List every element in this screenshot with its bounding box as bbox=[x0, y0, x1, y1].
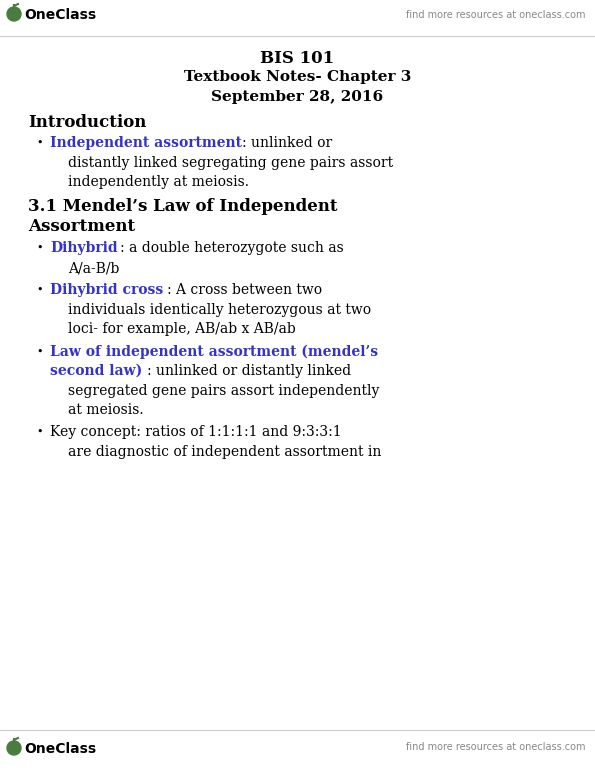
Text: at meiosis.: at meiosis. bbox=[68, 403, 143, 417]
Text: •: • bbox=[36, 243, 42, 253]
Text: A/a-B/b: A/a-B/b bbox=[68, 261, 120, 275]
Circle shape bbox=[7, 741, 21, 755]
Text: independently at meiosis.: independently at meiosis. bbox=[68, 175, 249, 189]
Text: Dihybrid: Dihybrid bbox=[50, 241, 118, 255]
Text: September 28, 2016: September 28, 2016 bbox=[211, 90, 384, 104]
Circle shape bbox=[7, 7, 21, 21]
Text: distantly linked segregating gene pairs assort: distantly linked segregating gene pairs … bbox=[68, 156, 393, 170]
Text: Assortment: Assortment bbox=[28, 218, 135, 235]
Text: OneClass: OneClass bbox=[24, 742, 96, 756]
Text: BIS 101: BIS 101 bbox=[261, 50, 334, 67]
Text: OneClass: OneClass bbox=[24, 8, 96, 22]
Text: find more resources at oneclass.com: find more resources at oneclass.com bbox=[406, 742, 585, 752]
Text: loci- for example, AB/ab x AB/ab: loci- for example, AB/ab x AB/ab bbox=[68, 322, 296, 336]
Text: Independent assortment: Independent assortment bbox=[50, 136, 242, 150]
Text: : unlinked or distantly linked: : unlinked or distantly linked bbox=[147, 364, 351, 378]
Text: Introduction: Introduction bbox=[28, 114, 146, 131]
Text: : a double heterozygote such as: : a double heterozygote such as bbox=[120, 241, 344, 255]
Text: Textbook Notes- Chapter 3: Textbook Notes- Chapter 3 bbox=[184, 70, 411, 84]
Text: : A cross between two: : A cross between two bbox=[167, 283, 322, 297]
Text: •: • bbox=[36, 427, 42, 437]
Text: segregated gene pairs assort independently: segregated gene pairs assort independent… bbox=[68, 384, 380, 398]
Text: Law of independent assortment (mendel’s: Law of independent assortment (mendel’s bbox=[50, 345, 378, 360]
Text: are diagnostic of independent assortment in: are diagnostic of independent assortment… bbox=[68, 445, 381, 459]
Text: find more resources at oneclass.com: find more resources at oneclass.com bbox=[406, 10, 585, 20]
Text: Dihybrid cross: Dihybrid cross bbox=[50, 283, 163, 297]
Text: •: • bbox=[36, 347, 42, 357]
Text: individuals identically heterozygous at two: individuals identically heterozygous at … bbox=[68, 303, 371, 317]
Text: : unlinked or: : unlinked or bbox=[242, 136, 332, 150]
Text: 3.1 Mendel’s Law of Independent: 3.1 Mendel’s Law of Independent bbox=[28, 198, 337, 215]
Text: •: • bbox=[36, 285, 42, 295]
Text: Key concept: ratios of 1:1:1:1 and 9:3:3:1: Key concept: ratios of 1:1:1:1 and 9:3:3… bbox=[50, 425, 342, 439]
Text: second law): second law) bbox=[50, 364, 142, 378]
Text: •: • bbox=[36, 138, 42, 148]
